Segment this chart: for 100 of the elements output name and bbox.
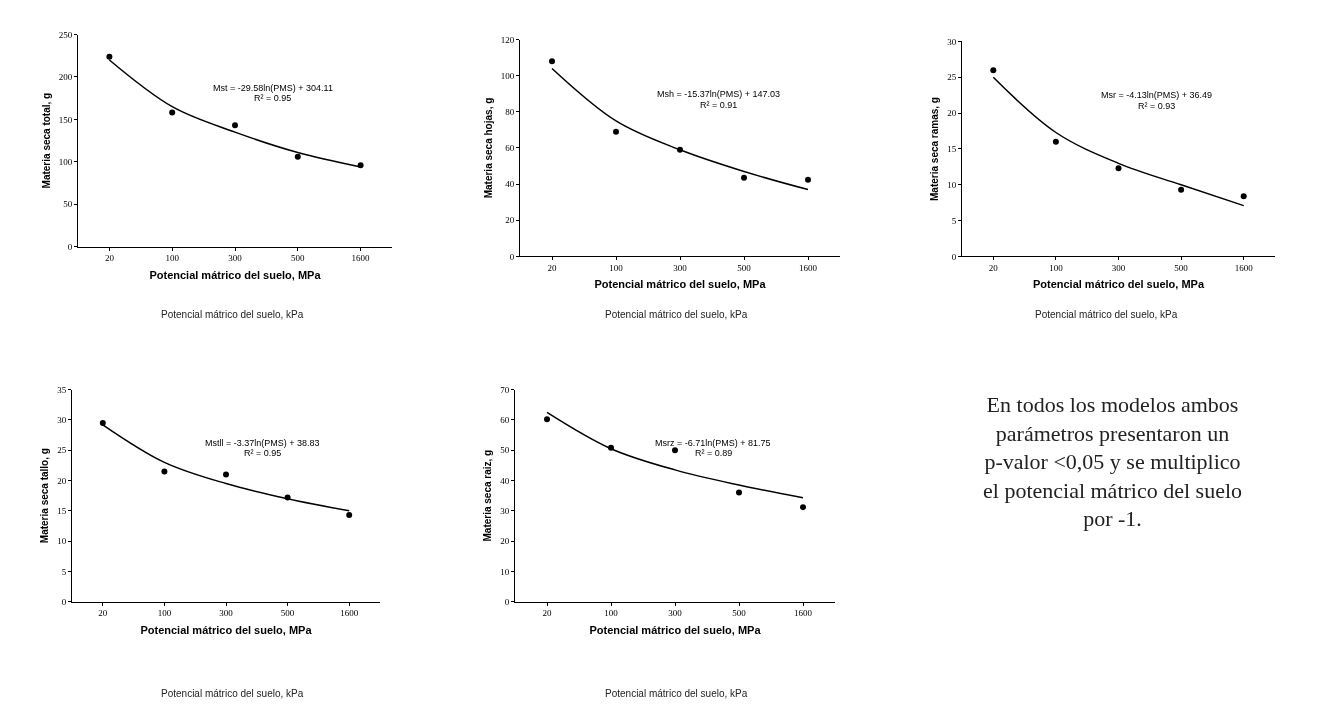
- point: [736, 489, 742, 496]
- x-tick-label: 100: [609, 263, 624, 274]
- x-tick-label: 1600: [794, 608, 813, 619]
- y-tick-label: 60: [500, 415, 510, 426]
- y-axis-title: Materia seca ramas, g: [929, 97, 941, 201]
- y-tick-label: 30: [57, 415, 67, 426]
- point: [549, 58, 555, 65]
- y-tick-label: 50: [500, 445, 510, 456]
- line-series: [992, 76, 1245, 207]
- text: Potencial mátrico del suelo, kPa: [605, 309, 748, 320]
- point: [99, 419, 106, 426]
- x-tick-label: 500: [737, 263, 752, 274]
- x-tick-label: 500: [732, 608, 747, 619]
- y-tick-label: 5: [951, 215, 957, 226]
- text: Potencial mátrico del suelo, kPa: [161, 309, 304, 320]
- x-axis-title: Potencial mátrico del suelo, MPa: [589, 623, 762, 636]
- y-axis-title: Materia seca tallo, g: [39, 448, 51, 544]
- point: [741, 174, 747, 181]
- y-tick-label: 250: [58, 29, 73, 40]
- annotation: Msh = -15.37ln(PMS) + 147.03: [657, 89, 781, 99]
- y-tick-label: 15: [947, 144, 957, 155]
- x-axis-title: Potencial mátrico del suelo, MPa: [149, 268, 322, 281]
- point: [169, 109, 176, 116]
- y-tick-label: 0: [504, 596, 510, 607]
- x-axis-title: Potencial mátrico del suelo, MPa: [1032, 278, 1205, 291]
- x-tick-label: 1600: [1234, 263, 1254, 274]
- y-tick-label: 30: [947, 36, 957, 47]
- y-tick-label: 10: [947, 179, 957, 190]
- annotation: Mstll = -3.37ln(PMS) + 38.83: [205, 438, 320, 448]
- y-tick-label: 15: [57, 505, 67, 516]
- line-series: [551, 67, 809, 191]
- y-tick-label: 100: [500, 70, 515, 81]
- annotation: R² = 0.93: [1138, 101, 1176, 111]
- x-tick-label: 100: [165, 253, 180, 264]
- x-tick-label: 20: [104, 253, 115, 264]
- x-tick-label: 20: [547, 263, 557, 274]
- x-axis-title: Potencial mátrico del suelo, MPa: [140, 623, 313, 636]
- x-tick-label: 1600: [799, 263, 818, 274]
- x-tick-label: 300: [219, 608, 234, 619]
- point: [1240, 193, 1247, 200]
- annotation: Msr = -4.13ln(PMS) + 36.49: [1101, 90, 1213, 100]
- y-tick-label: 80: [505, 106, 515, 117]
- point: [1115, 165, 1122, 172]
- annotation: R² = 0.95: [254, 93, 292, 103]
- line-series: [546, 411, 804, 499]
- x-tick-label: 500: [280, 608, 295, 619]
- y-axis-title: Materia seca hojas, g: [482, 97, 494, 199]
- text: Potencial mátrico del suelo, kPa: [605, 688, 748, 699]
- point: [805, 176, 811, 183]
- y-tick-label: 20: [57, 475, 67, 486]
- point: [232, 122, 238, 129]
- point: [1052, 138, 1059, 145]
- y-tick-label: 20: [500, 536, 510, 547]
- x-tick-label: 1600: [351, 253, 371, 264]
- y-tick-label: 0: [61, 596, 67, 607]
- y-tick-label: 40: [500, 475, 510, 486]
- x-tick-label: 100: [1049, 263, 1064, 274]
- point: [990, 67, 997, 74]
- x-tick-label: 300: [228, 253, 243, 264]
- point: [357, 162, 364, 169]
- x-tick-label: 300: [1111, 263, 1126, 274]
- x-tick-label: 100: [157, 608, 172, 619]
- point: [544, 416, 550, 423]
- point: [106, 53, 113, 60]
- y-tick-label: 30: [500, 505, 510, 516]
- x-tick-label: 300: [668, 608, 683, 619]
- point: [672, 447, 678, 454]
- y-tick-label: 70: [500, 384, 510, 395]
- y-tick-label: 25: [57, 445, 67, 456]
- x-tick-label: 500: [1174, 263, 1189, 274]
- point: [800, 504, 806, 511]
- x-tick-label: 100: [604, 608, 619, 619]
- point: [161, 468, 168, 475]
- y-tick-label: 40: [505, 179, 515, 190]
- point: [294, 153, 301, 160]
- point: [223, 471, 229, 478]
- x-tick-label: 500: [291, 253, 306, 264]
- y-tick-label: 150: [58, 114, 73, 125]
- y-tick-label: 10: [500, 566, 510, 577]
- y-tick-label: 25: [947, 72, 957, 83]
- x-tick-label: 20: [542, 608, 552, 619]
- x-axis-title: Potencial mátrico del suelo, MPa: [594, 278, 767, 291]
- x-tick-label: 300: [673, 263, 688, 274]
- point: [1178, 186, 1185, 193]
- y-tick-label: 20: [505, 215, 515, 226]
- text: Potencial mátrico del suelo, kPa: [161, 688, 304, 699]
- y-tick-label: 60: [505, 143, 515, 154]
- annotation: R² = 0.89: [695, 448, 733, 458]
- annotation: Mst = -29.58ln(PMS) + 304.11: [213, 83, 333, 93]
- point: [613, 128, 619, 135]
- y-tick-label: 20: [947, 108, 957, 119]
- y-tick-label: 100: [58, 156, 73, 167]
- y-tick-label: 120: [500, 34, 515, 45]
- y-axis-title: Materia seca total, g: [40, 92, 52, 189]
- text: En todos los modelos ambos parámetros presentaron un p-valor <0,05 y se multiplico el potencial mátrico del suelo por -1.: [983, 392, 1243, 532]
- text: Potencial mátrico del suelo, kPa: [1035, 309, 1178, 320]
- annotation: R² = 0.91: [700, 100, 738, 110]
- y-tick-label: 50: [63, 199, 73, 210]
- y-tick-label: 35: [57, 384, 67, 395]
- point: [346, 512, 353, 519]
